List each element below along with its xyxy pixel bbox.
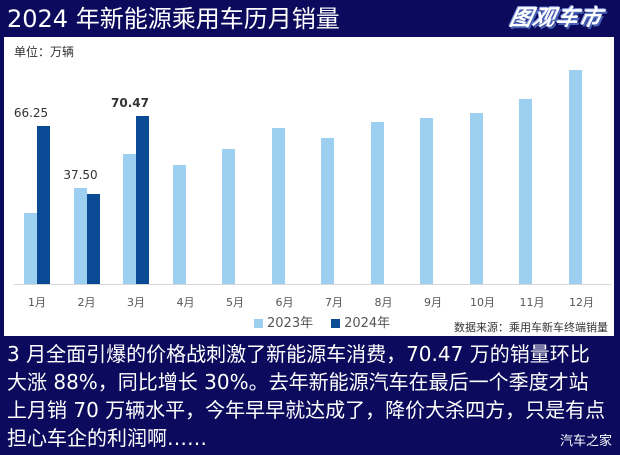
chart-panel: 单位：万辆 66.25 1月 37.50 2月 70.47 3月 4月 5月 6月 7月 8月 9月 1… xyxy=(4,37,614,336)
caption-text: 3 月全面引爆的价格战刺激了新能源车消费，70.47 万的销量环比大涨 88%，… xyxy=(7,342,606,450)
bar-2023-3 xyxy=(123,154,136,284)
bar-2023-8 xyxy=(370,121,384,284)
data-label: 70.47 xyxy=(111,95,149,110)
data-source: 数据来源：乘用车新车终端销量 xyxy=(454,321,608,334)
x-tick-label: 11月 xyxy=(519,296,545,309)
legend-item-2024: 2024年 xyxy=(331,312,390,331)
x-axis-line xyxy=(14,284,612,285)
x-tick-label: 1月 xyxy=(28,296,46,309)
legend-swatch-icon xyxy=(331,319,341,328)
bar-2023-9 xyxy=(420,117,433,284)
bar-2024-1 xyxy=(37,125,50,284)
x-tick-label: 5月 xyxy=(226,296,244,309)
x-tick-label: 6月 xyxy=(275,296,294,309)
bar-2023-10 xyxy=(469,112,483,284)
bar-2023-7 xyxy=(321,138,334,284)
bar-2023-6 xyxy=(271,127,285,284)
x-tick-label: 10月 xyxy=(470,296,495,309)
data-label: 37.50 xyxy=(63,168,98,183)
watermark: 汽车之家 xyxy=(559,434,612,449)
legend-swatch-icon xyxy=(254,319,263,328)
x-tick-label: 9月 xyxy=(424,296,442,309)
x-tick-label: 4月 xyxy=(176,296,195,309)
x-tick-label: 3月 xyxy=(127,296,145,309)
x-tick-label: 7月 xyxy=(325,296,343,309)
bar-2023-4 xyxy=(172,165,186,284)
bar-2023-11 xyxy=(519,99,532,284)
plot-area: 66.25 1月 37.50 2月 70.47 3月 4月 5月 6月 7月 8月 9月 10月 11月 1… xyxy=(4,37,614,336)
bar-2024-3 xyxy=(136,115,149,284)
bar-2023-1 xyxy=(24,213,37,284)
data-label: 66.25 xyxy=(13,105,49,120)
x-tick-label: 2月 xyxy=(77,296,96,309)
legend-item-2023: 2023年 xyxy=(254,312,313,331)
x-tick-label: 8月 xyxy=(374,296,393,309)
unit-label: 单位：万辆 xyxy=(14,45,75,59)
bar-2023-5 xyxy=(222,148,235,284)
bar-2024-2 xyxy=(86,194,100,284)
chart-title: 2024 年新能源乘用车历月销量 xyxy=(7,5,340,33)
x-tick-label: 12月 xyxy=(569,296,594,309)
bar-2023-2 xyxy=(73,188,87,284)
brand-logo: 图观车市 xyxy=(507,6,605,31)
legend: 2023年 2024年 xyxy=(254,312,390,331)
bar-2023-12 xyxy=(568,69,582,284)
